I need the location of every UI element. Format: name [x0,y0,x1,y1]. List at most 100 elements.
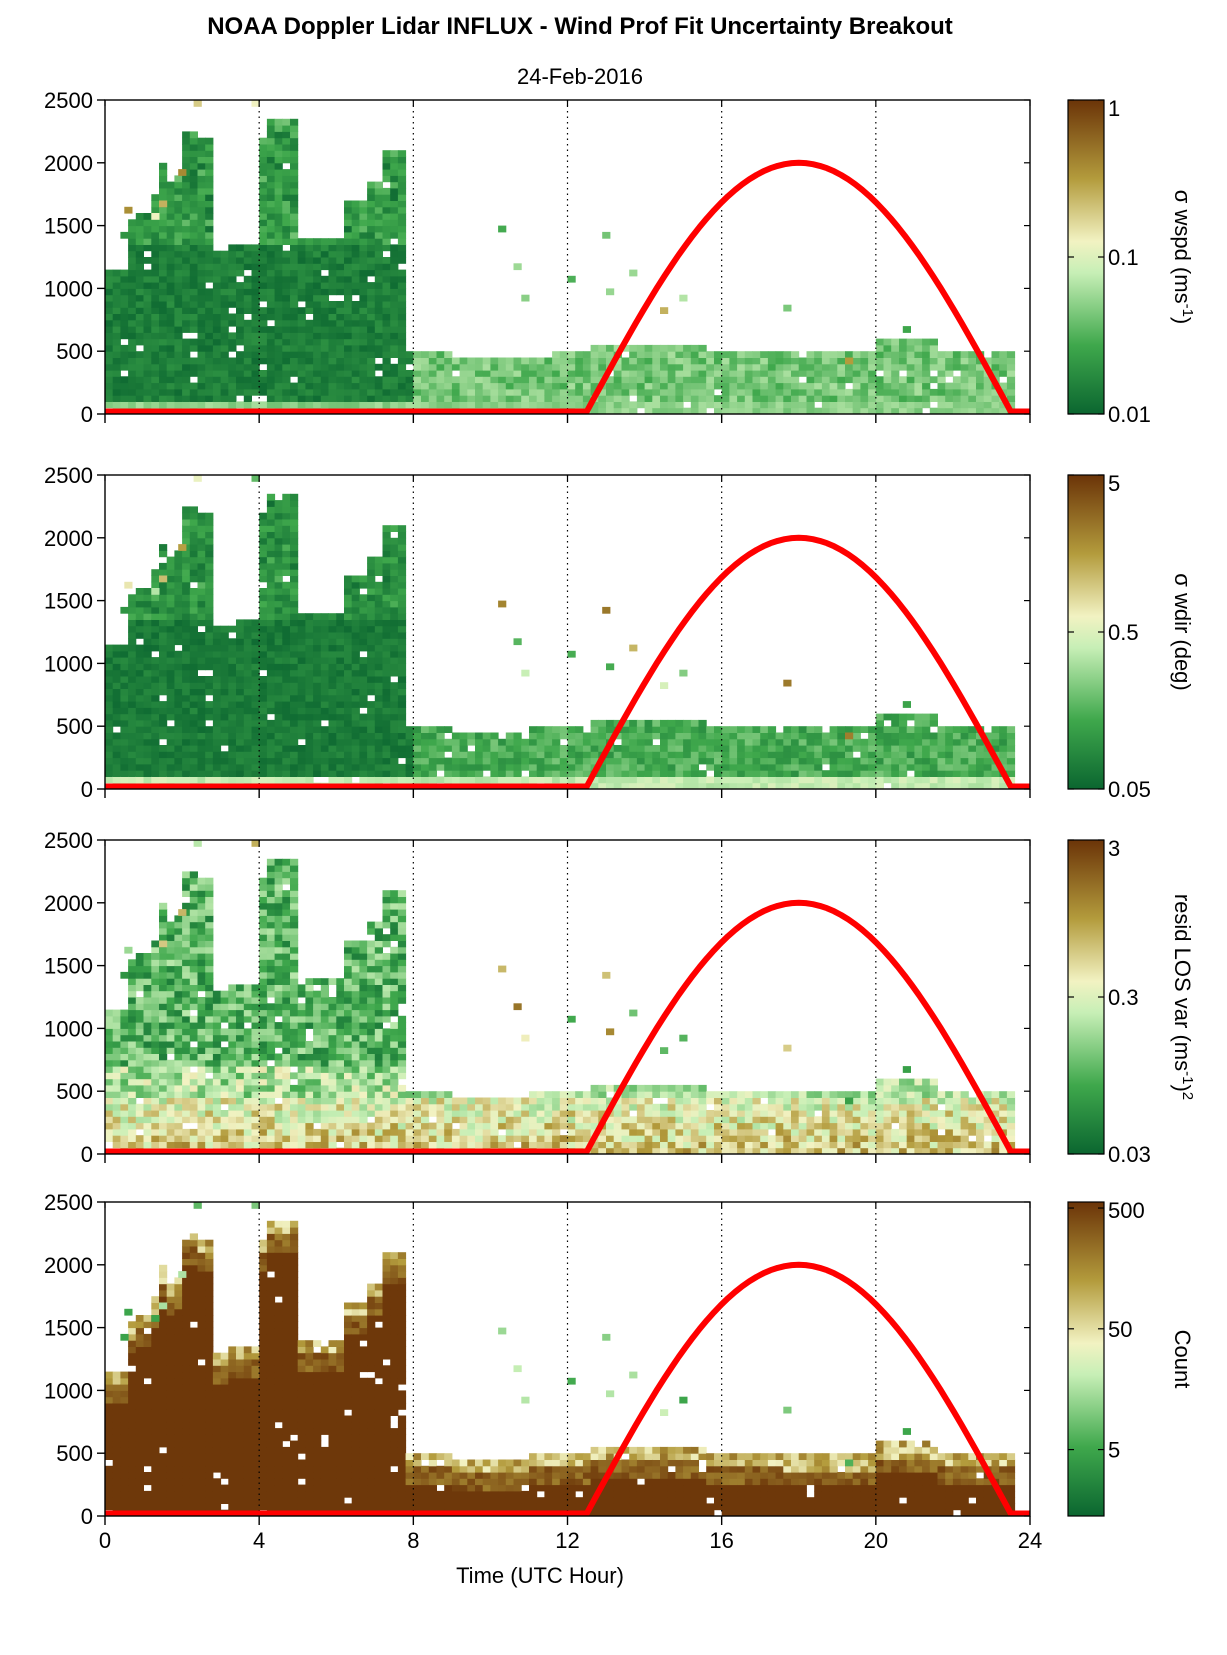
heatmap-cell [228,313,237,321]
heatmap-cell [606,401,615,409]
heatmap-cell [328,713,337,721]
heatmap-cell [266,213,276,220]
heatmap-cell [305,632,314,639]
heatmap-cell [182,562,191,570]
heatmap-cell [837,363,846,371]
heatmap-cell [290,382,299,390]
heatmap-cell [266,632,276,639]
heatmap-cell [737,395,746,402]
heatmap-cell [513,638,522,646]
heatmap-cell [806,376,815,384]
heatmap-cell [259,657,268,664]
heatmap-cell [436,726,445,733]
heatmap-cell [220,288,229,296]
heatmap-cell [845,726,854,733]
heatmap-cell [714,401,723,409]
heatmap-cell [690,719,699,727]
heatmap-cell [505,395,514,402]
heatmap-cell [290,726,299,733]
heatmap-cell [737,401,746,409]
heatmap-cell [205,638,214,646]
heatmap-cell [128,250,137,258]
heatmap-cell [351,326,360,333]
heatmap-cell [112,669,121,677]
heatmap-cell [868,407,877,415]
heatmap-cell [197,344,206,352]
heatmap-cell [806,738,815,746]
heatmap-cell [1006,395,1016,402]
heatmap-cell [266,200,276,208]
heatmap-cell [313,250,322,258]
heatmap-cell [159,382,168,390]
heatmap-cell [513,745,522,752]
heatmap-cell [105,719,114,727]
heatmap-cell [991,357,1000,365]
heatmap-cell [582,745,592,752]
heatmap-cell [367,613,376,620]
heatmap-cell [868,726,877,733]
heatmap-cell [282,544,291,551]
heatmap-cell [852,407,861,415]
heatmap-cell [382,294,391,302]
heatmap-cell [783,351,792,358]
heatmap-cell [629,745,638,752]
heatmap-cell [212,713,222,721]
heatmap-cell [552,732,561,740]
heatmap-cell [344,594,353,602]
heatmap-cell [629,763,638,771]
heatmap-cell [182,1103,191,1111]
heatmap-cell [698,751,707,759]
heatmap-cell [297,613,306,620]
heatmap-cell [690,401,699,409]
heatmap-cell [151,370,160,377]
heatmap-cell [143,751,152,759]
heatmap-cell [290,169,299,176]
heatmap-cell [259,401,268,409]
heatmap-cell [182,676,191,683]
heatmap-cell [590,726,599,733]
heatmap-cell [590,738,599,746]
heatmap-cell [683,382,692,390]
heatmap-cell [290,757,299,765]
heatmap-cell [313,650,322,658]
heatmap-cell [344,763,353,771]
heatmap-cell [290,657,299,664]
heatmap-cell [397,663,407,671]
heatmap-cell [382,757,391,765]
heatmap-cell [852,376,861,384]
heatmap-cell [351,694,360,702]
heatmap-cell [290,738,299,746]
heatmap-cell [544,751,553,759]
heatmap-cell [151,288,160,296]
heatmap-cell [883,363,892,371]
heatmap-cell [675,738,684,746]
heatmap-cell [105,1122,114,1130]
heatmap-cell [120,732,129,740]
heatmap-cell [344,288,353,296]
heatmap-cell [791,726,800,733]
heatmap-cell [120,275,129,283]
heatmap-cell [513,738,522,746]
heatmap-cell [189,726,198,733]
heatmap-cell [706,357,715,365]
heatmap-cell [960,738,969,746]
heatmap-cell [228,244,237,252]
heatmap-cell [174,953,183,960]
heatmap-cell [174,269,183,277]
heatmap-cell [451,732,461,740]
heatmap-cell [660,357,669,365]
heatmap-cell [999,726,1008,733]
heatmap-cell [382,219,391,227]
heatmap-cell [274,562,283,570]
heatmap-cell [767,751,777,759]
heatmap-cell [197,194,206,201]
heatmap-cell [297,776,306,784]
heatmap-cell [128,1047,137,1054]
heatmap-cell [397,669,407,677]
heatmap-cell [960,726,969,733]
heatmap-cell [374,588,383,595]
heatmap-cell [775,407,784,415]
heatmap-cell [929,738,938,746]
heatmap-cell [390,575,399,583]
